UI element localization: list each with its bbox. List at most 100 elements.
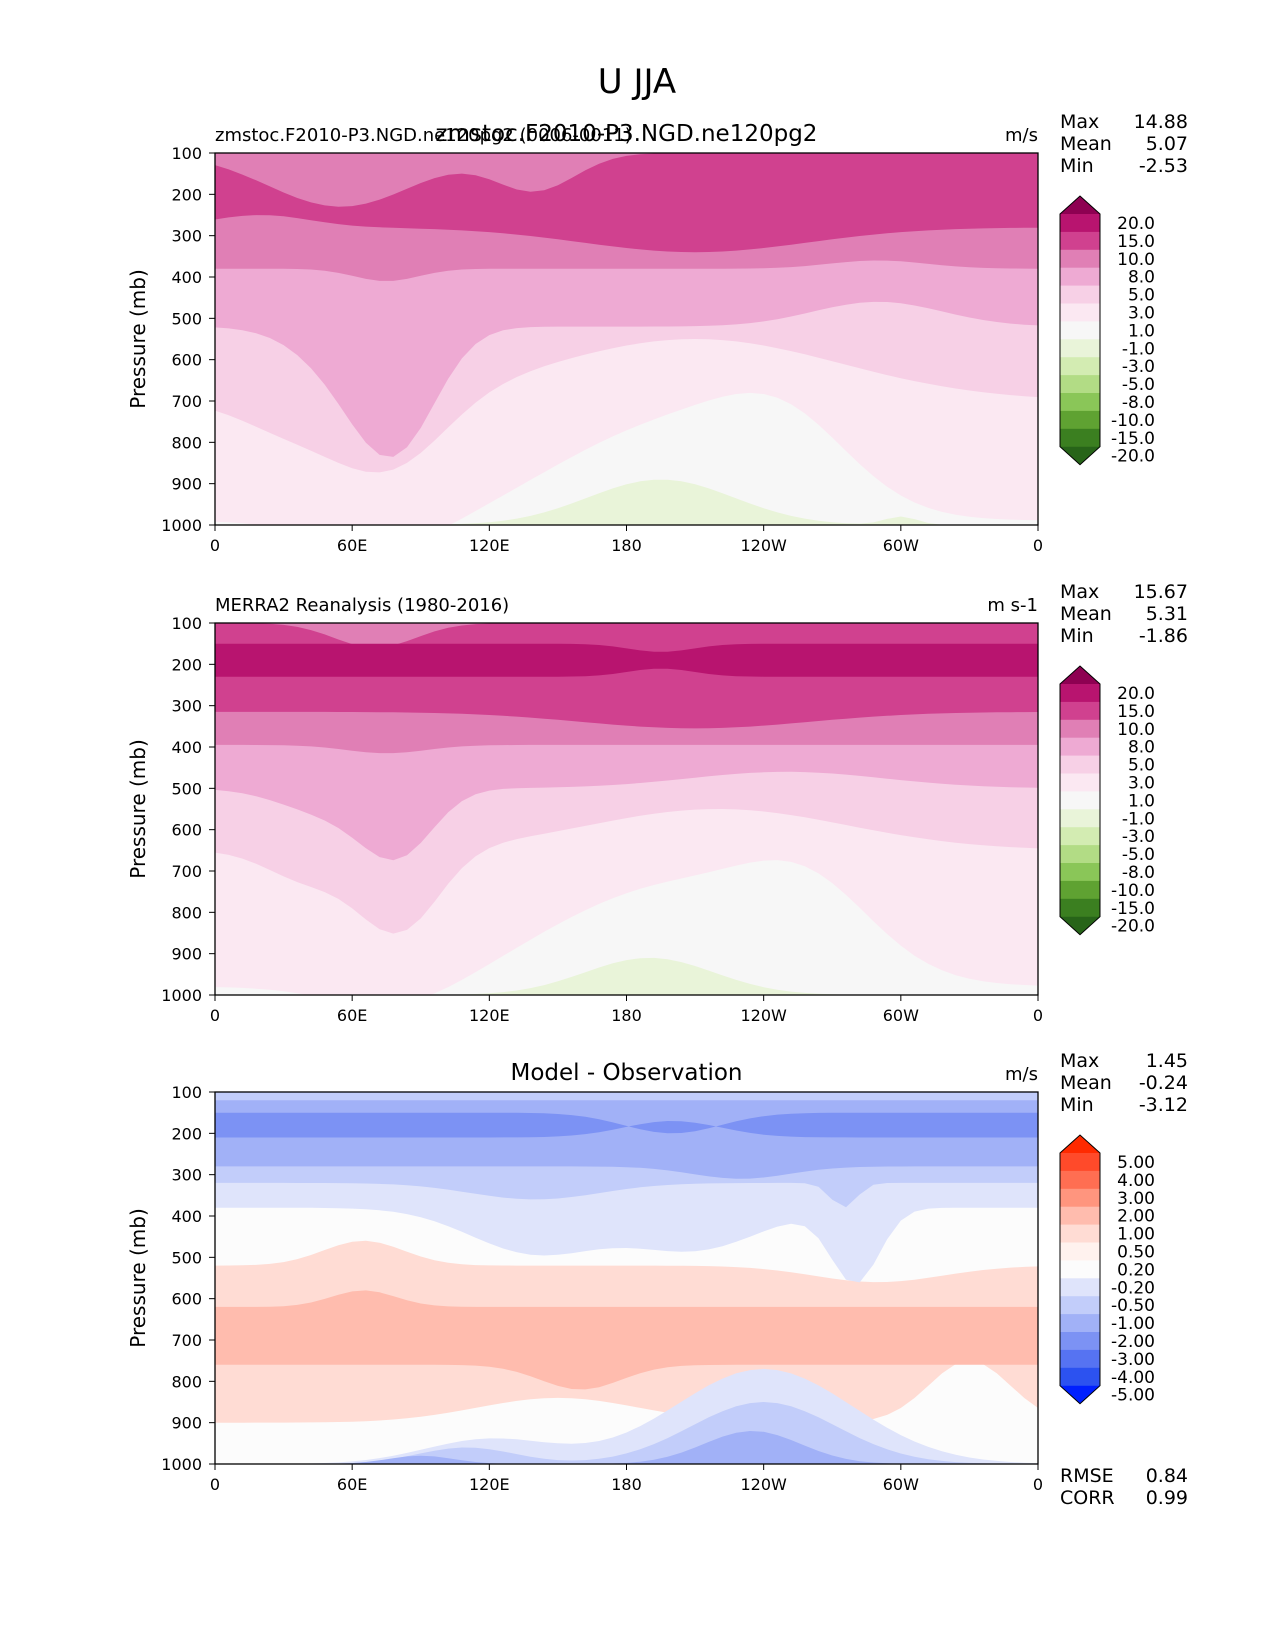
x-tick-label: 120W (740, 1475, 787, 1494)
y-tick-label: 100 (171, 1083, 202, 1102)
panel-reference: 100 200 300 400 500 600 700 800 900 1000 0 60E 120E 1… (126, 581, 1188, 1025)
contour-band-8 (215, 1402, 1038, 1464)
contour-band-1 (215, 957, 1038, 995)
contour-band-9 (215, 1431, 1038, 1464)
x-tick-label: 60E (337, 1475, 367, 1494)
colorbar-swatch (1060, 1296, 1100, 1315)
x-tick-label: 120W (740, 536, 787, 555)
colorbar-swatch (1060, 321, 1100, 340)
y-axis-label: Pressure (mb) (126, 1208, 150, 1348)
colorbar-swatch (1060, 214, 1100, 233)
x-tick-label: 60E (337, 1006, 367, 1025)
colorbar-level-label: 3.00 (1117, 1189, 1155, 1209)
colorbar-level-label: -3.00 (1111, 1350, 1155, 1370)
x-tick-label: 60W (883, 536, 919, 555)
colorbar-level-label: 1.0 (1128, 791, 1155, 811)
contour-band-6 (215, 153, 1038, 253)
colorbar-level-label: 0.50 (1117, 1242, 1155, 1262)
colorbar-swatch (1060, 1153, 1100, 1172)
colorbar-level-label: -3.0 (1122, 827, 1155, 847)
units-label: m/s (1005, 125, 1038, 146)
colorbar-swatch (1060, 267, 1100, 287)
colorbar-swatch (1060, 1314, 1100, 1333)
y-tick-label: 800 (171, 433, 202, 452)
stat-value-max: 15.67 (1134, 581, 1188, 603)
x-tick-label: 0 (1033, 1006, 1043, 1025)
x-tick-label: 0 (210, 536, 220, 555)
colorbar-level-label: 15.0 (1117, 702, 1155, 722)
colorbar-level-label: 15.0 (1117, 232, 1155, 252)
y-tick-label: 600 (171, 351, 202, 370)
y-tick-label: 500 (171, 779, 202, 798)
colorbar-swatch (1060, 249, 1100, 269)
stat-label-min: Min (1060, 1094, 1094, 1116)
x-tick-label: 60W (883, 1475, 919, 1494)
y-tick-label: 800 (171, 903, 202, 922)
colorbar-level-label: -4.00 (1111, 1368, 1155, 1388)
colorbar-swatch (1060, 1206, 1100, 1226)
x-tick-label: 0 (1033, 536, 1043, 555)
y-tick-label: 400 (171, 738, 202, 757)
contour-band-2 (215, 1290, 1038, 1390)
colorbar-level-label: -0.50 (1111, 1296, 1155, 1316)
colorbar-level-label: -5.00 (1111, 1386, 1155, 1406)
units-label: m/s (1005, 1064, 1038, 1085)
y-tick-label: 700 (171, 392, 202, 411)
x-tick-label: 60W (883, 1006, 919, 1025)
colorbar-swatch (1060, 1242, 1100, 1261)
colorbar-swatch (1060, 845, 1100, 864)
colorbar-level-label: -20.0 (1111, 917, 1155, 937)
colorbar-swatch (1060, 1260, 1100, 1279)
contour-band-6 (215, 1112, 1038, 1138)
colorbar-level-label: 4.00 (1117, 1171, 1155, 1191)
stat-value-mean: 5.31 (1146, 603, 1188, 625)
colorbar-swatch (1060, 809, 1100, 828)
metric-value-corr: 0.99 (1146, 1487, 1188, 1509)
stat-label-min: Min (1060, 625, 1094, 647)
colorbar-level-label: -15.0 (1111, 899, 1155, 919)
colorbar-extend-top (1060, 666, 1100, 684)
x-tick-label: 0 (1033, 1475, 1043, 1494)
panel-title-center: zmstoc.F2010-P3.NGD.ne120pg2 (436, 121, 818, 147)
y-tick-label: 200 (171, 1124, 202, 1143)
colorbar-swatch (1060, 684, 1100, 703)
stat-value-min: -3.12 (1139, 1094, 1188, 1116)
colorbar-level-label: 0.20 (1117, 1260, 1155, 1280)
y-tick-label: 100 (171, 144, 202, 163)
x-tick-label: 180 (611, 1475, 642, 1494)
contour-fill-group (215, 623, 1038, 995)
y-tick-label: 700 (171, 1331, 202, 1350)
panel-difference: 100 200 300 400 500 600 700 800 900 1000 0 60E 120E 1… (126, 1050, 1188, 1509)
y-axis-label: Pressure (mb) (126, 269, 150, 409)
colorbar-level-label: 3.0 (1128, 773, 1155, 793)
stat-label-mean: Mean (1060, 1072, 1112, 1094)
x-tick-label: 180 (611, 1006, 642, 1025)
colorbar-level-label: -1.0 (1122, 339, 1155, 359)
colorbar-level-label: 3.0 (1128, 303, 1155, 323)
colorbar-swatch (1060, 880, 1100, 900)
colorbar-swatch (1060, 773, 1100, 792)
y-tick-label: 900 (171, 475, 202, 494)
colorbar-swatch (1060, 285, 1100, 304)
colorbar-level-label: -1.00 (1111, 1314, 1155, 1334)
colorbar-level-label: 5.0 (1128, 756, 1155, 776)
colorbar-level-label: -8.0 (1122, 863, 1155, 883)
y-tick-label: 600 (171, 1290, 202, 1309)
stat-value-max: 1.45 (1146, 1050, 1188, 1072)
y-axis-label: Pressure (mb) (126, 739, 150, 879)
y-tick-label: 800 (171, 1372, 202, 1391)
colorbar-level-label: 5.00 (1117, 1153, 1155, 1173)
colorbar-swatch (1060, 428, 1100, 448)
colorbar-level-label: -10.0 (1111, 411, 1155, 431)
colorbar-level-label: 20.0 (1117, 684, 1155, 704)
contour-band-1 (215, 479, 1038, 525)
colorbar-level-label: -15.0 (1111, 429, 1155, 449)
colorbar-swatch (1060, 1349, 1100, 1369)
panel-title-center: Model - Observation (510, 1060, 742, 1086)
colorbar-level-label: 1.00 (1117, 1225, 1155, 1245)
colorbar-swatch (1060, 791, 1100, 810)
stat-label-max: Max (1060, 111, 1099, 133)
y-tick-label: 500 (171, 1248, 202, 1267)
metric-label-corr: CORR (1060, 1487, 1115, 1509)
